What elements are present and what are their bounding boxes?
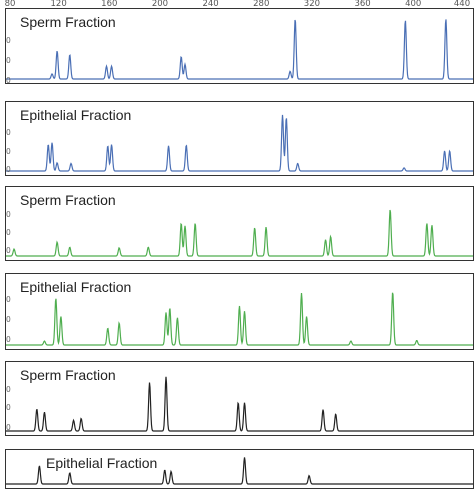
y-tick-label: 0	[6, 403, 11, 412]
y-tick-label: 0	[6, 76, 11, 84]
electropherogram-panel-3: Sperm Fraction 0 0 0	[5, 186, 474, 261]
panel-label: Epithelial Fraction	[44, 455, 160, 471]
y-tick-label: 0	[6, 246, 11, 255]
series-line	[6, 209, 473, 257]
series-line	[6, 114, 473, 172]
x-axis-top: 80 120 160 200 240 280 320 360 400 440	[0, 0, 474, 14]
x-tick-label: 80	[4, 0, 16, 9]
x-tick-label: 280	[253, 0, 270, 9]
x-tick-label: 320	[303, 0, 321, 9]
series-line	[6, 376, 473, 432]
trace-1	[6, 19, 473, 80]
panel-label: Sperm Fraction	[18, 14, 118, 30]
panel-label: Epithelial Fraction	[18, 279, 134, 295]
trace-3	[6, 209, 473, 257]
y-tick-label: 0	[6, 147, 11, 156]
y-tick-label: 0	[6, 385, 11, 394]
y-tick-label: 0	[6, 295, 11, 304]
panel-label: Epithelial Fraction	[18, 107, 134, 123]
electropherogram-panel-5: Sperm Fraction 0 0 0	[5, 361, 474, 436]
electropherogram-panel-4: Epithelial Fraction 0 0 0	[5, 273, 474, 350]
trace-4	[6, 292, 473, 346]
y-tick-label: 0	[6, 335, 11, 344]
y-tick-label: 0	[6, 128, 11, 137]
x-tick-label: 440	[453, 0, 471, 9]
electropherogram-panel-1: Sperm Fraction 0 0 0	[5, 8, 474, 84]
x-tick-label: 160	[101, 0, 118, 9]
y-tick-label: 0	[6, 315, 11, 324]
trace-5	[6, 376, 473, 432]
series-line	[6, 292, 473, 346]
y-tick-label: 0	[6, 165, 11, 174]
y-tick-label: 0	[6, 423, 11, 432]
x-tick-label: 120	[50, 0, 67, 9]
x-tick-label: 200	[151, 0, 169, 9]
y-tick-label: 0	[6, 56, 11, 65]
x-tick-label: 240	[202, 0, 219, 9]
y-tick-label: 0	[6, 228, 11, 237]
electropherogram-panel-2: Epithelial Fraction 0 0 0	[5, 101, 474, 176]
x-tick-label: 360	[354, 0, 371, 9]
trace-2	[6, 114, 473, 172]
y-tick-label: 0	[6, 210, 11, 219]
electropherogram-panel-6: Epithelial Fraction	[5, 449, 474, 489]
panel-label: Sperm Fraction	[18, 192, 118, 208]
panel-label: Sperm Fraction	[18, 367, 118, 383]
y-tick-label: 0	[6, 36, 11, 45]
x-tick-label: 400	[405, 0, 422, 9]
series-line	[6, 19, 473, 80]
